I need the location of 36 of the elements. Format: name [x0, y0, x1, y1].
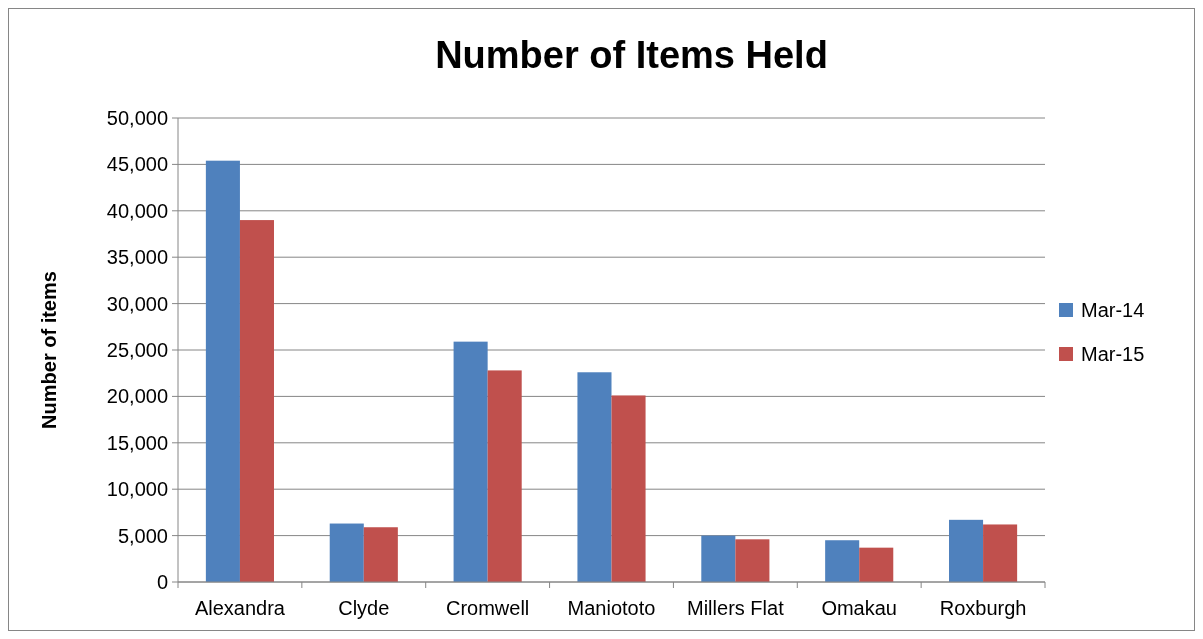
y-tick-label: 35,000 — [106, 246, 168, 269]
bar — [701, 535, 736, 582]
bar — [859, 547, 894, 582]
bar — [329, 523, 364, 582]
legend-label: Mar-14 — [1081, 299, 1145, 321]
y-tick-label: 25,000 — [106, 339, 168, 361]
bar — [487, 370, 522, 582]
bar — [239, 220, 274, 582]
bar — [453, 341, 488, 582]
x-tick-label: Millers Flat — [687, 597, 785, 619]
x-tick-label: Clyde — [338, 597, 390, 619]
bar — [825, 540, 860, 582]
y-tick-label: 0 — [156, 571, 168, 593]
x-tick-label: Roxburgh — [939, 597, 1027, 619]
bar — [983, 524, 1018, 582]
y-tick-label: 50,000 — [106, 107, 168, 129]
x-tick-label: Cromwell — [445, 597, 530, 619]
y-tick-label: 10,000 — [106, 478, 168, 501]
y-tick-label: 20,000 — [106, 385, 168, 408]
bar — [735, 539, 770, 582]
chart-title: Number of Items Held — [435, 34, 828, 76]
bar — [577, 372, 612, 582]
y-axis-title: Number of items — [38, 271, 60, 429]
bar — [611, 395, 646, 582]
x-tick-label: Alexandra — [194, 597, 286, 619]
y-tick-label: 45,000 — [106, 153, 168, 176]
bar — [363, 527, 398, 582]
y-tick-label: 5,000 — [117, 524, 168, 547]
y-tick-label: 30,000 — [106, 292, 168, 315]
bar — [949, 519, 984, 582]
y-tick-label: 40,000 — [106, 199, 168, 222]
x-tick-label: Omakau — [821, 597, 898, 619]
x-tick-label: Maniototo — [567, 597, 656, 619]
y-tick-label: 15,000 — [106, 431, 168, 454]
bar — [205, 160, 240, 582]
legend-label: Mar-15 — [1081, 343, 1145, 365]
